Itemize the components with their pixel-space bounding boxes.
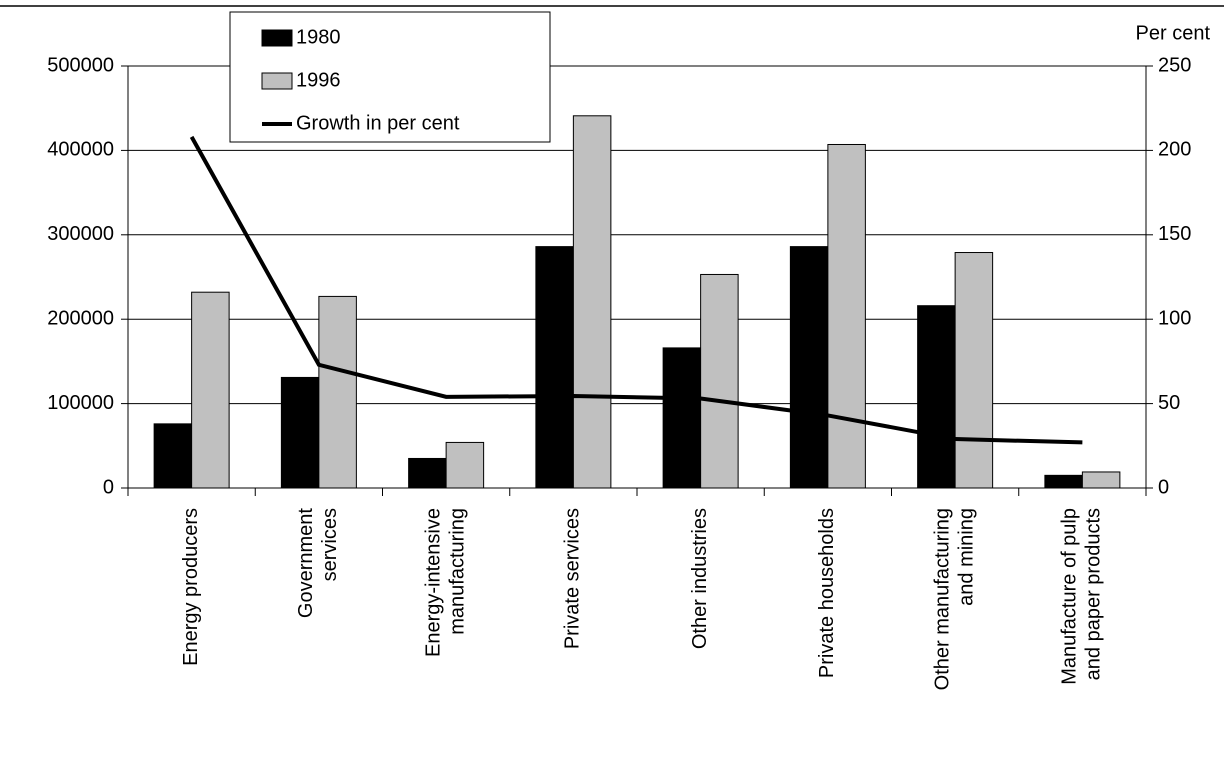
x-tick-label-group: Manufacture of pulp and paper products — [1059, 508, 1105, 685]
bar — [572, 115, 612, 489]
y-tick-label: 200000 — [47, 307, 114, 329]
bar — [1044, 474, 1083, 489]
bar — [954, 252, 994, 489]
x-tick-label: Private households — [816, 508, 838, 678]
bar — [535, 246, 574, 489]
legend-label: 1980 — [296, 26, 341, 48]
y2-tick-label: 0 — [1158, 476, 1169, 498]
x-tick-label: and mining — [955, 508, 977, 606]
bar — [917, 305, 956, 489]
x-tick-label: manufacturing — [446, 508, 468, 635]
y2-tick-label: 150 — [1158, 223, 1191, 245]
x-tick-label-group: Private services — [562, 508, 584, 649]
y-tick-label: 100000 — [47, 392, 114, 414]
bar — [789, 246, 829, 489]
bar — [153, 423, 193, 489]
y-tick-label: 500000 — [47, 54, 114, 76]
bar — [318, 295, 357, 489]
y-tick-label: 300000 — [47, 223, 114, 245]
legend-swatch — [261, 72, 293, 90]
x-tick-label: Manufacture of pulp — [1059, 508, 1081, 685]
x-tick-label-group: Energy producers — [180, 508, 202, 666]
bar — [408, 457, 447, 489]
bar — [700, 273, 739, 489]
x-tick-label: Government — [295, 508, 317, 618]
y-tick-label: 400000 — [47, 139, 114, 161]
x-tick-label: Energy producers — [180, 508, 202, 666]
y2-tick-label: 100 — [1158, 307, 1191, 329]
x-tick-label-group: Private households — [816, 508, 838, 678]
bar — [445, 441, 485, 489]
legend-label: Growth in per cent — [296, 112, 460, 134]
y2-tick-label: 250 — [1158, 54, 1191, 76]
bar — [191, 291, 230, 489]
bar — [662, 347, 702, 489]
x-tick-label: services — [319, 508, 341, 581]
bar — [827, 143, 866, 489]
y2-tick-label: 200 — [1158, 139, 1191, 161]
y-tick-label: 0 — [103, 476, 114, 498]
legend-swatch — [261, 29, 293, 47]
growth-line — [189, 135, 1083, 445]
x-tick-label-group: Energy-intensive manufacturing — [422, 508, 468, 657]
x-tick-label: Other manufacturing — [931, 508, 953, 690]
legend-label: 1996 — [296, 69, 341, 91]
x-tick-label-group: Government services — [295, 508, 341, 618]
y2-tick-label: 50 — [1158, 392, 1180, 414]
x-tick-label-group: Other manufacturing and mining — [931, 508, 977, 690]
x-tick-label: and paper products — [1083, 508, 1105, 680]
x-tick-label-group: Other industries — [689, 508, 711, 649]
bar — [1081, 471, 1121, 489]
x-tick-label: Private services — [562, 508, 584, 649]
y2-axis-title: Per cent — [1136, 22, 1211, 44]
x-tick-label: Other industries — [689, 508, 711, 649]
x-tick-label: Energy-intensive — [422, 508, 444, 657]
bar — [280, 376, 320, 489]
